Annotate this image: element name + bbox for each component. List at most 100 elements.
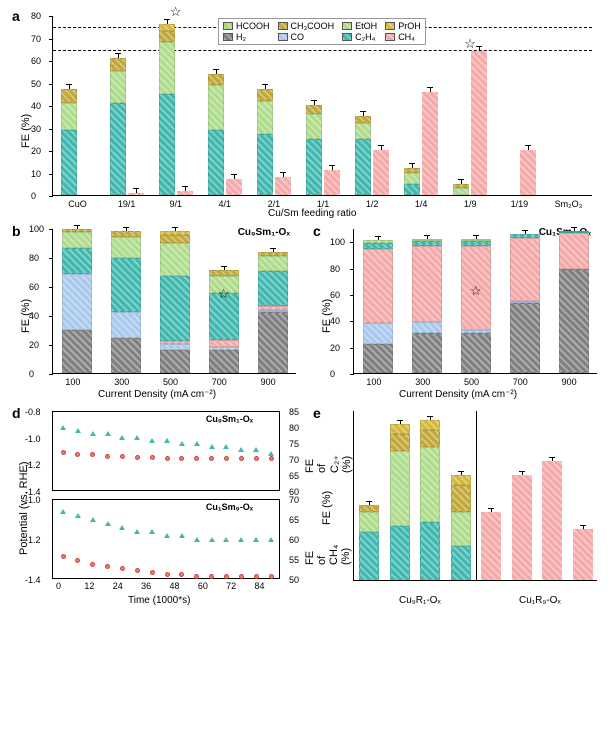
stacked-bar <box>363 240 393 373</box>
bar-seg-H2 <box>209 350 239 373</box>
potential-marker <box>61 554 66 559</box>
bar-seg-EtOH <box>258 256 288 271</box>
bar-right <box>275 177 291 195</box>
bar-seg-CO <box>62 274 92 329</box>
fe-marker <box>238 447 244 452</box>
potential-marker <box>254 456 259 461</box>
fe-marker <box>164 533 170 538</box>
bar-seg-CH3COOH <box>61 89 77 103</box>
panel-d-xlabel: Time (1000*s) <box>128 595 190 606</box>
fe-marker <box>194 537 200 542</box>
fe-marker <box>119 525 125 530</box>
fe-marker <box>134 529 140 534</box>
panel-c: c FE (%) Cu₁Sm₉-Oₓ 020406080100 10030050… <box>309 223 606 405</box>
fe-marker <box>268 537 274 542</box>
fe-marker <box>149 529 155 534</box>
bar-seg-H2 <box>258 312 288 373</box>
bar-seg-EtOH <box>404 173 420 184</box>
panel-b-xlabel: Current Density (mA cm⁻²) <box>98 389 216 400</box>
legend-item: EtOH <box>342 21 377 31</box>
panel-c-xlabel: Current Density (mA cm⁻²) <box>399 389 517 400</box>
fe-marker <box>253 447 259 452</box>
bar-seg-H2 <box>111 338 141 373</box>
chart-b-area: Cu₉Sm₁-Oₓ 020406080100 100300500700900 ☆ <box>52 229 296 374</box>
potential-marker <box>150 455 155 460</box>
stacked-bar <box>359 505 379 581</box>
bar-seg-CH3COOH <box>390 434 410 451</box>
bar-seg-CH3COOH <box>451 485 471 512</box>
d-bot-title: Cu₁Sm₉-Oₓ <box>206 502 253 512</box>
bar-seg-PrOH <box>390 424 410 434</box>
fe-marker <box>75 513 81 518</box>
stacked-bar <box>461 239 491 373</box>
bar-seg-CH3COOH <box>160 235 190 242</box>
bar-right <box>471 51 487 195</box>
bar-left <box>110 58 126 195</box>
potential-marker <box>224 574 229 579</box>
legend-item: CH₄ <box>385 32 421 42</box>
bar-right <box>373 150 389 195</box>
fe-marker <box>149 438 155 443</box>
star-marker: ☆ <box>470 283 482 299</box>
chart-d-area: Cu₉Sm₁-Oₓ -0.8-1.0-1.2-1.4858075706560 C… <box>52 411 280 581</box>
bar-seg-CH3COOH <box>355 116 371 123</box>
potential-marker <box>90 452 95 457</box>
potential-marker <box>239 574 244 579</box>
legend-item: C₂H₄ <box>342 32 377 42</box>
fe-marker <box>194 441 200 446</box>
fe-marker <box>209 537 215 542</box>
bar-seg-EtOH <box>257 101 273 135</box>
panel-b: b FE (%) Cu₉Sm₁-Oₓ 020406080100 10030050… <box>8 223 305 405</box>
stacked-bar <box>258 252 288 373</box>
bar-seg-H2 <box>412 333 442 373</box>
fe-marker <box>134 435 140 440</box>
fe-marker <box>179 441 185 446</box>
potential-marker <box>209 574 214 579</box>
bar-seg-C2H4 <box>208 130 224 195</box>
bar-seg-C2H4 <box>363 243 393 250</box>
bar-seg-C2H4 <box>404 184 420 195</box>
bar-seg-H2 <box>363 344 393 373</box>
fe-marker <box>179 533 185 538</box>
panel-b-label: b <box>12 223 21 239</box>
potential-marker <box>75 452 80 457</box>
stacked-bar <box>111 231 141 373</box>
legend-item: CH₃COOH <box>278 21 335 31</box>
bar-seg-C2H4 <box>61 130 77 195</box>
potential-marker <box>165 572 170 577</box>
bar-seg-CH4 <box>412 246 442 321</box>
chart-c-area: Cu₁Sm₉-Oₓ 020406080100 100300500700900 ☆ <box>353 229 597 374</box>
panel-b-title: Cu₉Sm₁-Oₓ <box>238 227 290 238</box>
panel-d-label: d <box>12 405 21 421</box>
panel-de-row: d Potential (vs. RHE) FE of C₂₊ (%) FE o… <box>8 405 606 610</box>
fe-marker <box>253 537 259 542</box>
bar-seg-EtOH <box>111 237 141 259</box>
bar-seg-H2 <box>62 330 92 374</box>
figure: a FE (%) 01020304050607080 CuO19/19/14/1… <box>8 8 606 610</box>
bar-seg-CH3COOH <box>257 89 273 100</box>
d-top-title: Cu₉Sm₁-Oₓ <box>206 414 253 424</box>
bar-seg-C2H4 <box>258 271 288 306</box>
bar-seg-CO <box>412 322 442 334</box>
fe-marker <box>209 444 215 449</box>
bar-left <box>404 168 420 195</box>
bar-seg-H2 <box>559 269 589 373</box>
potential-marker <box>254 574 259 579</box>
chart-e-area: 304050607080 LaPrSmEuLaPrSmEu <box>353 411 597 581</box>
bar-left <box>208 74 224 196</box>
bar-right <box>128 193 144 195</box>
potential-marker <box>165 456 170 461</box>
dash-line <box>53 50 592 51</box>
potential-marker <box>269 574 274 579</box>
legend-item: HCOOH <box>223 21 270 31</box>
bar-seg-PrOH <box>420 420 440 430</box>
bar-left <box>355 116 371 195</box>
star-marker: ☆ <box>170 4 182 20</box>
panel-e-ylabel: FE (%) <box>321 491 333 525</box>
fe-marker <box>75 428 81 433</box>
potential-marker <box>135 455 140 460</box>
bar-seg-EtOH <box>451 512 471 546</box>
star-marker: ☆ <box>218 286 230 302</box>
bar-right <box>573 529 593 580</box>
bar-seg-C2H4 <box>257 134 273 195</box>
